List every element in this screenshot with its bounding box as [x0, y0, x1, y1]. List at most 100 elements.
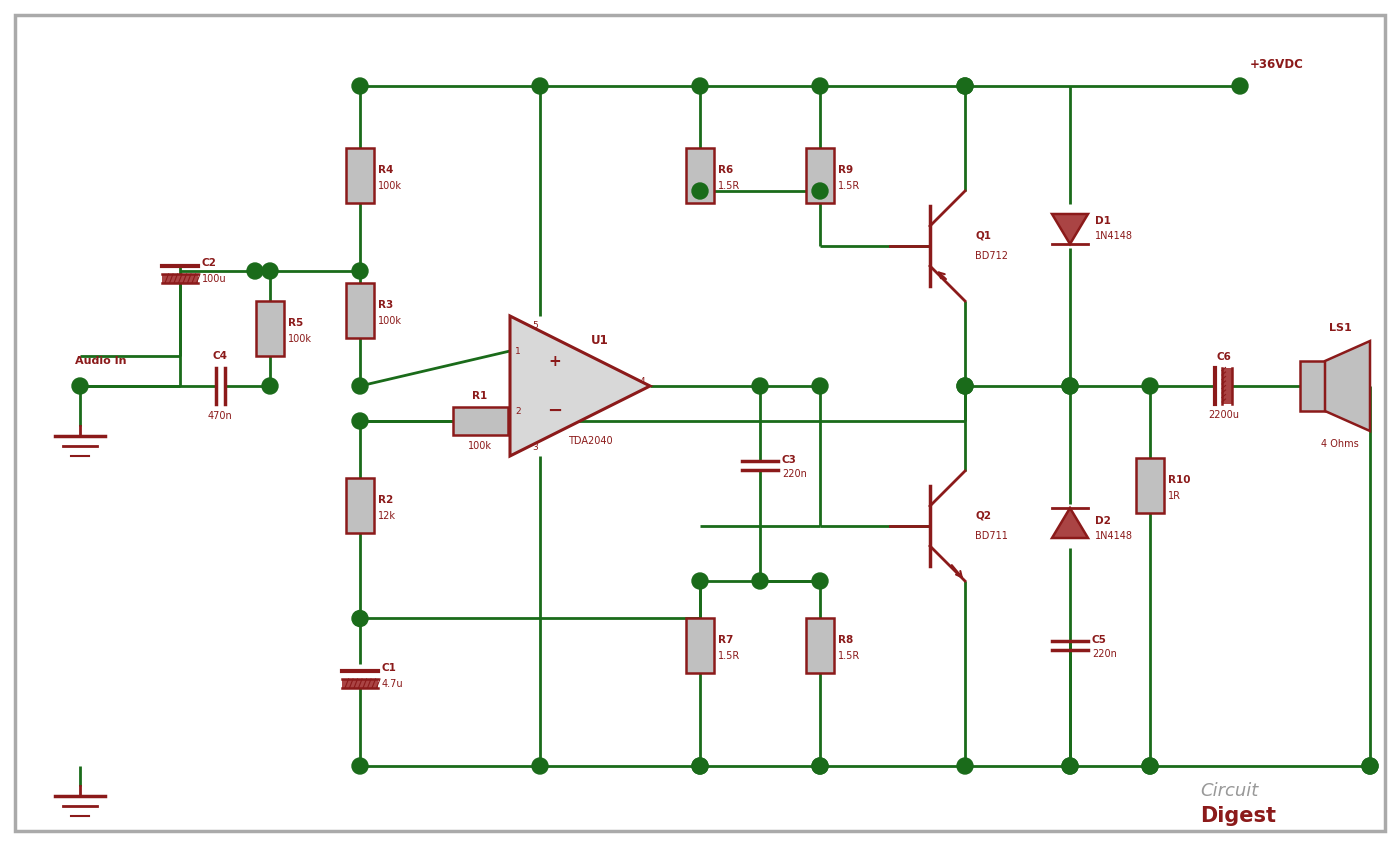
Circle shape — [1063, 378, 1078, 394]
Text: 100k: 100k — [378, 316, 402, 326]
Circle shape — [958, 378, 973, 394]
Text: +36VDC: +36VDC — [1250, 58, 1303, 71]
Circle shape — [812, 758, 827, 774]
Text: 220n: 220n — [1092, 649, 1117, 659]
Polygon shape — [1324, 341, 1371, 431]
Text: 3: 3 — [532, 443, 538, 453]
Circle shape — [812, 183, 827, 199]
Text: 1.5R: 1.5R — [718, 181, 741, 191]
Text: 4: 4 — [640, 376, 645, 386]
Circle shape — [532, 758, 547, 774]
Text: +: + — [549, 354, 561, 369]
Bar — [1301, 361, 1324, 411]
Text: 220n: 220n — [783, 469, 806, 479]
Text: Q1: Q1 — [974, 231, 991, 241]
Text: 1N4148: 1N4148 — [1095, 531, 1133, 541]
Circle shape — [351, 758, 368, 774]
Text: TDA2040: TDA2040 — [567, 436, 612, 446]
Text: 100k: 100k — [468, 441, 491, 451]
Circle shape — [351, 413, 368, 429]
Text: 2200u: 2200u — [1208, 410, 1239, 420]
Circle shape — [351, 263, 368, 279]
Polygon shape — [510, 316, 650, 456]
Circle shape — [1232, 78, 1247, 94]
Circle shape — [958, 378, 973, 394]
Bar — [1135, 459, 1163, 514]
Text: 4.7u: 4.7u — [382, 679, 403, 689]
Circle shape — [246, 263, 263, 279]
Text: 4 Ohms: 4 Ohms — [1322, 439, 1359, 449]
Text: R4: R4 — [378, 165, 393, 175]
Circle shape — [812, 378, 827, 394]
Text: U1: U1 — [591, 334, 609, 348]
Bar — [1222, 368, 1232, 404]
Circle shape — [692, 183, 708, 199]
Text: C3: C3 — [783, 455, 797, 465]
Circle shape — [532, 78, 547, 94]
Text: 100u: 100u — [202, 274, 227, 284]
Circle shape — [1063, 758, 1078, 774]
Text: R3: R3 — [378, 300, 393, 310]
Text: 1.5R: 1.5R — [839, 181, 860, 191]
Text: C1: C1 — [382, 663, 396, 673]
Circle shape — [262, 263, 279, 279]
Text: 100k: 100k — [288, 333, 312, 343]
Text: 5: 5 — [532, 321, 538, 331]
Text: 100k: 100k — [378, 181, 402, 191]
Bar — [806, 618, 834, 673]
Text: D1: D1 — [1095, 216, 1110, 226]
Bar — [346, 283, 374, 338]
Circle shape — [71, 378, 88, 394]
Circle shape — [1063, 758, 1078, 774]
Text: BD711: BD711 — [974, 531, 1008, 541]
Circle shape — [351, 378, 368, 394]
Text: −: − — [547, 402, 563, 420]
Text: R1: R1 — [472, 391, 487, 401]
Polygon shape — [1051, 508, 1088, 538]
Text: 1.5R: 1.5R — [718, 651, 741, 661]
Circle shape — [958, 758, 973, 774]
Circle shape — [1142, 758, 1158, 774]
Text: Circuit: Circuit — [1200, 782, 1259, 800]
Text: C4: C4 — [213, 351, 227, 361]
Text: Audio In: Audio In — [76, 356, 126, 366]
Circle shape — [1063, 378, 1078, 394]
Text: R9: R9 — [839, 165, 853, 175]
Text: 1N4148: 1N4148 — [1095, 231, 1133, 241]
Circle shape — [958, 78, 973, 94]
Text: 1: 1 — [515, 347, 521, 355]
Text: C6: C6 — [1217, 352, 1231, 362]
Circle shape — [692, 758, 708, 774]
Circle shape — [1142, 758, 1158, 774]
Text: R2: R2 — [378, 495, 393, 505]
Text: R8: R8 — [839, 635, 853, 645]
Circle shape — [812, 573, 827, 589]
Circle shape — [351, 611, 368, 627]
Text: 470n: 470n — [207, 411, 232, 421]
Text: R6: R6 — [718, 165, 734, 175]
Text: 1R: 1R — [1168, 491, 1182, 501]
Bar — [342, 679, 378, 688]
Circle shape — [1362, 758, 1378, 774]
Bar — [686, 618, 714, 673]
Bar — [686, 149, 714, 204]
Bar — [452, 407, 507, 435]
Polygon shape — [1051, 214, 1088, 244]
Circle shape — [1362, 758, 1378, 774]
Circle shape — [752, 573, 769, 589]
Bar — [346, 479, 374, 534]
Text: R7: R7 — [718, 635, 734, 645]
Bar — [256, 301, 284, 356]
Bar — [806, 149, 834, 204]
Circle shape — [351, 78, 368, 94]
Text: C2: C2 — [202, 258, 217, 268]
Text: LS1: LS1 — [1329, 323, 1351, 333]
Text: 1.5R: 1.5R — [839, 651, 860, 661]
Text: D2: D2 — [1095, 516, 1110, 526]
Text: R5: R5 — [288, 317, 304, 327]
Bar — [346, 149, 374, 204]
Circle shape — [812, 78, 827, 94]
Text: BD712: BD712 — [974, 251, 1008, 261]
Circle shape — [692, 78, 708, 94]
Text: Digest: Digest — [1200, 806, 1275, 826]
